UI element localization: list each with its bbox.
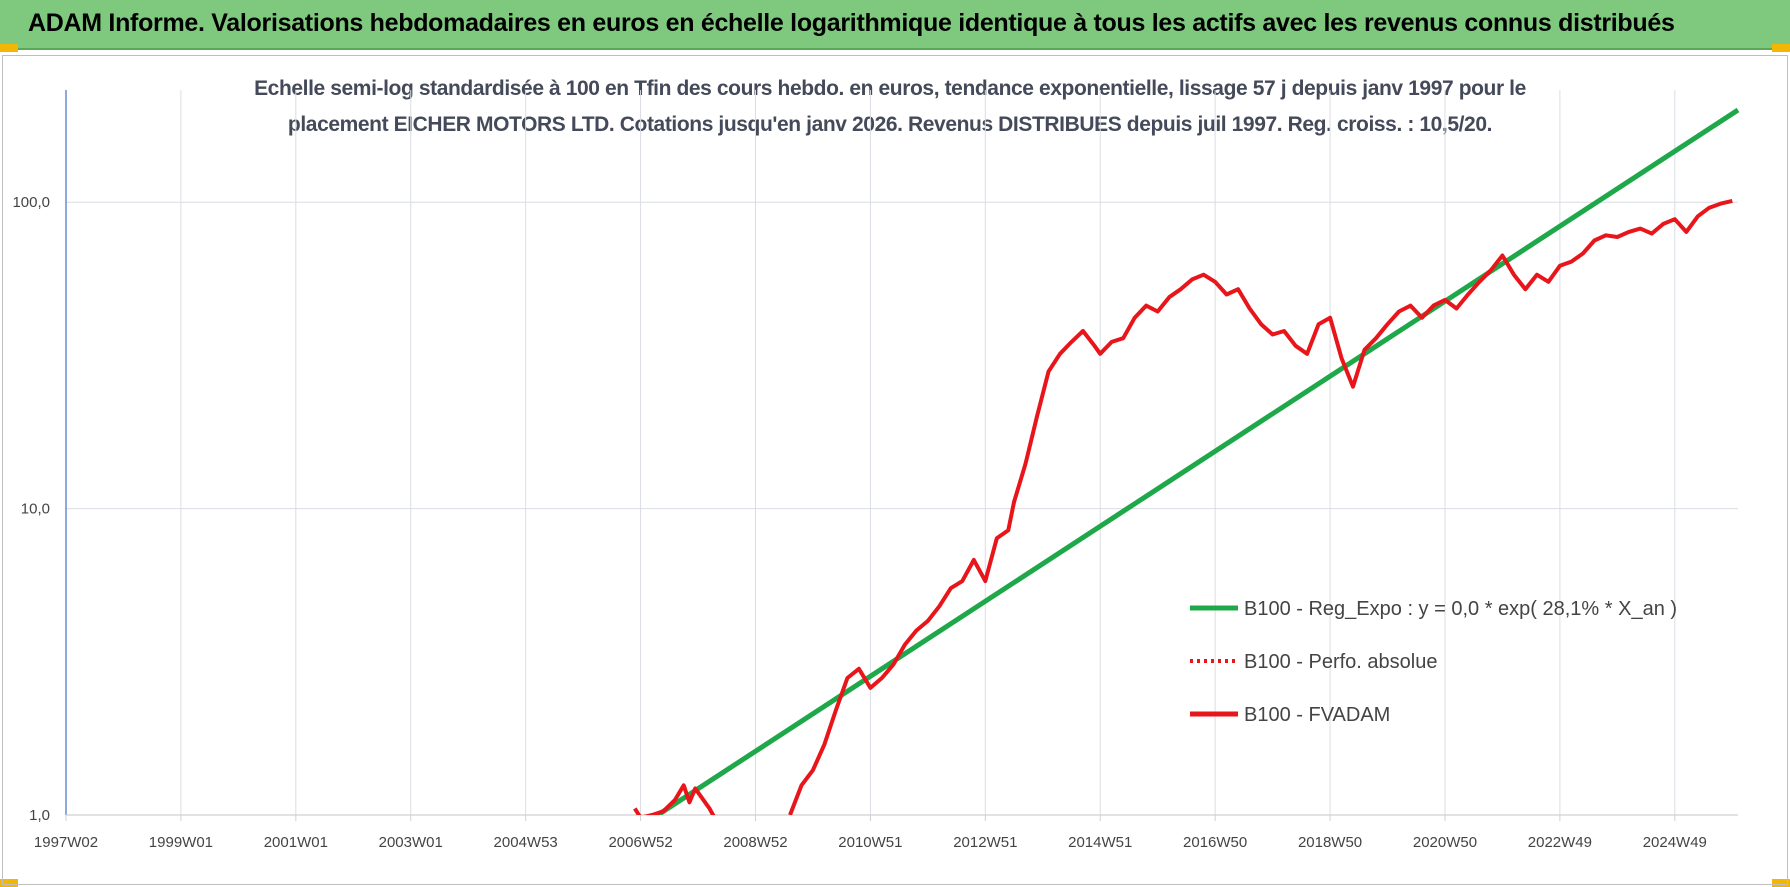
corner-marker-bottom-left <box>0 879 18 887</box>
x-tick-label: 2024W49 <box>1643 834 1707 851</box>
corner-marker-top-left <box>0 44 18 52</box>
x-tick-label: 2020W50 <box>1413 834 1477 851</box>
x-tick-label: 2012W51 <box>953 834 1017 851</box>
y-tick-label: 1,0 <box>29 807 50 824</box>
corner-marker-bottom-right <box>1772 879 1790 887</box>
legend-label: B100 - Perfo. absolue <box>1244 651 1437 673</box>
series-fvadam-line <box>788 198 1733 815</box>
x-tick-label: 1997W02 <box>34 834 98 851</box>
x-tick-label: 2018W50 <box>1298 834 1362 851</box>
x-tick-label: 2022W49 <box>1528 834 1592 851</box>
x-tick-label: 2014W51 <box>1068 834 1132 851</box>
series-fvadam-line <box>633 783 716 815</box>
y-tick-label: 10,0 <box>21 501 50 518</box>
x-tick-label: 2008W52 <box>723 834 787 851</box>
x-tick-label: 2010W51 <box>838 834 902 851</box>
banner-title: ADAM Informe. Valorisations hebdomadaire… <box>28 9 1675 37</box>
x-tick-label: 1999W01 <box>149 834 213 851</box>
x-tick-label: 2003W01 <box>379 834 443 851</box>
banner: ADAM Informe. Valorisations hebdomadaire… <box>0 0 1790 50</box>
x-tick-label: 2006W52 <box>608 834 672 851</box>
chart-title-line-1: Echelle semi-log standardisée à 100 en T… <box>254 77 1526 100</box>
chart-frame <box>2 55 1788 885</box>
y-tick-label: 100,0 <box>12 194 50 211</box>
legend-label: B100 - FVADAM <box>1244 704 1390 726</box>
x-tick-label: 2016W50 <box>1183 834 1247 851</box>
corner-marker-top-right <box>1772 44 1790 52</box>
series-reg-expo-line <box>656 107 1740 815</box>
legend-label: B100 - Reg_Expo : y = 0,0 * exp( 28,1% *… <box>1244 598 1677 620</box>
chart-title-line-2: placement EICHER MOTORS LTD. Cotations j… <box>287 113 1493 136</box>
x-tick-label: 2004W53 <box>494 834 558 851</box>
x-tick-label: 2001W01 <box>264 834 328 851</box>
